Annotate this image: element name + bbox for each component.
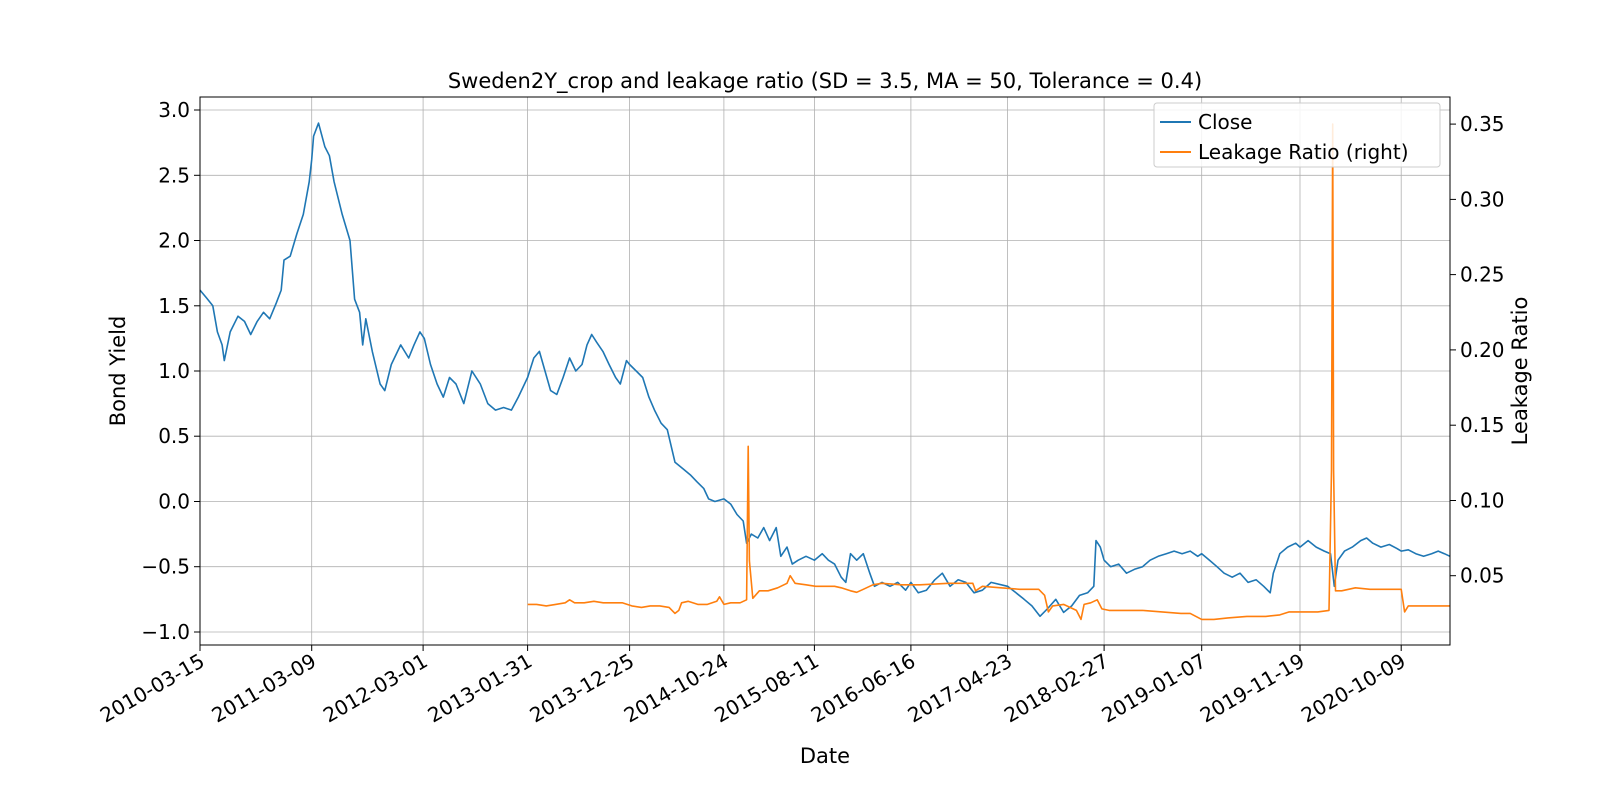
y2-axis-label: Leakage Ratio (1508, 297, 1532, 446)
y-tick-label: −1.0 (141, 620, 190, 644)
y2-tick-label: 0.25 (1460, 263, 1505, 287)
y-tick-label: 0.5 (158, 424, 190, 448)
chart-title: Sweden2Y_crop and leakage ratio (SD = 3.… (448, 69, 1202, 94)
close-series-line (199, 122, 1451, 618)
x-axis-label: Date (800, 744, 850, 768)
y2-tick-label: 0.05 (1460, 564, 1505, 588)
right-axis: 0.35 0.30 0.25 0.20 0.15 0.10 0.05 (1450, 112, 1505, 588)
y-tick-label: 2.0 (158, 229, 190, 253)
legend-label-leakage: Leakage Ratio (right) (1198, 140, 1409, 164)
y2-tick-label: 0.10 (1460, 489, 1505, 513)
legend-label-close: Close (1198, 110, 1252, 134)
y-axis-label: Bond Yield (106, 316, 130, 427)
legend: Close Leakage Ratio (right) (1153, 102, 1441, 168)
y-tick-label: 1.0 (158, 359, 190, 383)
y2-tick-label: 0.35 (1460, 112, 1505, 136)
left-axis: 3.0 2.5 2.0 1.5 1.0 0.5 0.0 −0.5 −1.0 (141, 98, 200, 644)
legend-box (1153, 102, 1441, 168)
y2-tick-label: 0.15 (1460, 413, 1505, 437)
y2-tick-label: 0.20 (1460, 338, 1505, 362)
y-tick-label: 0.0 (158, 490, 190, 514)
y-tick-label: 2.5 (158, 163, 190, 187)
y-tick-label: −0.5 (141, 555, 190, 579)
y-tick-label: 1.5 (158, 294, 190, 318)
y2-tick-label: 0.30 (1460, 187, 1505, 211)
y-tick-label: 3.0 (158, 98, 190, 122)
leakage-ratio-series-line (527, 123, 1450, 621)
plot-area (199, 122, 1451, 621)
